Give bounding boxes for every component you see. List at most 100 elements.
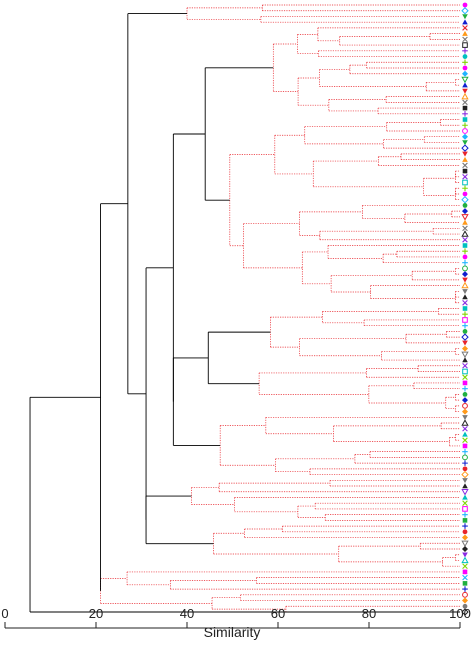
leaf-symbol: [461, 7, 469, 15]
leaf-symbol: [461, 540, 469, 548]
leaf-symbol: [462, 443, 468, 449]
leaf-symbol: [462, 203, 468, 208]
leaf-symbol: [462, 236, 468, 243]
leaf-symbol: [461, 351, 469, 359]
leaf-symbol: [461, 489, 469, 496]
x-tick-label: 20: [89, 606, 103, 621]
leaf-symbol: [462, 408, 468, 415]
leaf-symbol: [462, 362, 468, 369]
leaf-symbol: [462, 219, 468, 225]
leaf-symbol: [462, 374, 468, 381]
x-tick-label: 40: [180, 606, 194, 621]
leaf-symbol: [462, 191, 468, 197]
leaf-symbol: [462, 82, 468, 88]
leaf-symbol: [462, 402, 468, 409]
leaf-symbol: [462, 574, 468, 581]
x-tick-label: 100: [449, 606, 471, 621]
leaf-symbol: [462, 185, 468, 192]
leaf-symbols-layer: [461, 2, 469, 616]
leaf-symbol: [462, 546, 468, 553]
leaf-symbol: [462, 357, 468, 363]
leaf-symbol: [462, 597, 468, 604]
leaf-symbol: [461, 92, 469, 100]
leaf-symbol: [462, 306, 468, 311]
leaf-symbol: [462, 168, 468, 174]
leaf-symbol: [462, 174, 468, 180]
x-tick-label: 60: [271, 606, 285, 621]
leaf-symbol: [462, 569, 468, 575]
leaf-symbol: [461, 556, 469, 564]
leaf-symbol: [461, 608, 469, 616]
leaf-symbol: [461, 214, 469, 221]
x-axis: 0 20 40 60 80 100: [1, 606, 471, 629]
x-axis-label: Similarity: [204, 624, 261, 640]
branches-layer: [29, 4, 460, 613]
leaf-symbol: [462, 151, 468, 157]
leaf-symbol: [462, 140, 468, 146]
leaf-symbol: [462, 385, 468, 392]
leaf-symbol: [462, 329, 468, 334]
leaf-symbol: [462, 529, 468, 535]
leaf-symbol: [462, 14, 468, 20]
leaf-symbol: [462, 133, 468, 140]
x-tick-label: 0: [1, 606, 8, 621]
leaf-symbol: [462, 534, 468, 541]
leaf-symbol: [462, 162, 468, 169]
leaf-symbol: [462, 243, 468, 248]
leaf-symbol: [462, 265, 468, 272]
leaf-symbol: [462, 317, 468, 323]
leaf-symbol: [462, 437, 468, 443]
leaf-symbol: [462, 345, 468, 352]
leaf-symbol: [462, 117, 468, 122]
leaf-symbol: [462, 311, 468, 318]
leaf-symbol: [462, 466, 468, 472]
leaf-symbol: [462, 340, 468, 346]
leaf-symbol: [462, 289, 468, 295]
leaf-symbol: [462, 478, 468, 484]
leaf-symbol: [462, 208, 468, 215]
leaf-symbol: [462, 254, 468, 260]
leaf-symbol: [462, 294, 468, 300]
leaf-symbol: [462, 65, 468, 71]
leaf-symbol: [462, 111, 468, 117]
leaf-symbol: [462, 368, 468, 375]
leaf-symbol: [462, 506, 468, 512]
leaf-symbol: [462, 563, 468, 569]
leaf-symbol: [462, 99, 468, 106]
leaf-symbol: [462, 88, 468, 94]
leaf-symbol: [462, 271, 468, 278]
leaf-symbol: [462, 391, 468, 397]
leaf-symbol: [461, 470, 469, 479]
leaf-symbol: [462, 518, 468, 523]
leaf-symbol: [462, 2, 468, 8]
leaf-symbol: [462, 36, 468, 43]
leaf-symbol: [462, 603, 468, 609]
leaf-symbol: [461, 419, 469, 426]
leaf-symbol: [462, 581, 468, 586]
leaf-symbol: [462, 500, 468, 506]
leaf-symbol: [461, 76, 469, 84]
leaf-symbol: [462, 483, 468, 489]
leaf-symbol: [462, 448, 468, 455]
leaf-symbol: [462, 248, 468, 255]
leaf-symbol: [462, 59, 468, 66]
leaf-symbol: [462, 259, 468, 266]
leaf-symbol: [462, 591, 468, 598]
leaf-symbol: [462, 105, 468, 111]
leaf-symbol: [462, 523, 468, 529]
leaf-symbol: [462, 431, 468, 437]
leaf-symbol: [462, 128, 468, 134]
leaf-symbol: [462, 156, 468, 162]
leaf-symbol: [462, 425, 468, 432]
leaf-symbol: [461, 333, 469, 341]
leaf-symbol: [462, 397, 468, 404]
leaf-symbol: [462, 277, 468, 283]
leaf-symbol: [462, 30, 468, 36]
leaf-symbol: [462, 552, 468, 558]
leaf-symbol: [462, 54, 468, 59]
leaf-symbol: [461, 144, 469, 152]
leaf-symbol: [462, 299, 468, 306]
leaf-symbol: [462, 460, 468, 466]
leaf-symbol: [462, 179, 468, 186]
